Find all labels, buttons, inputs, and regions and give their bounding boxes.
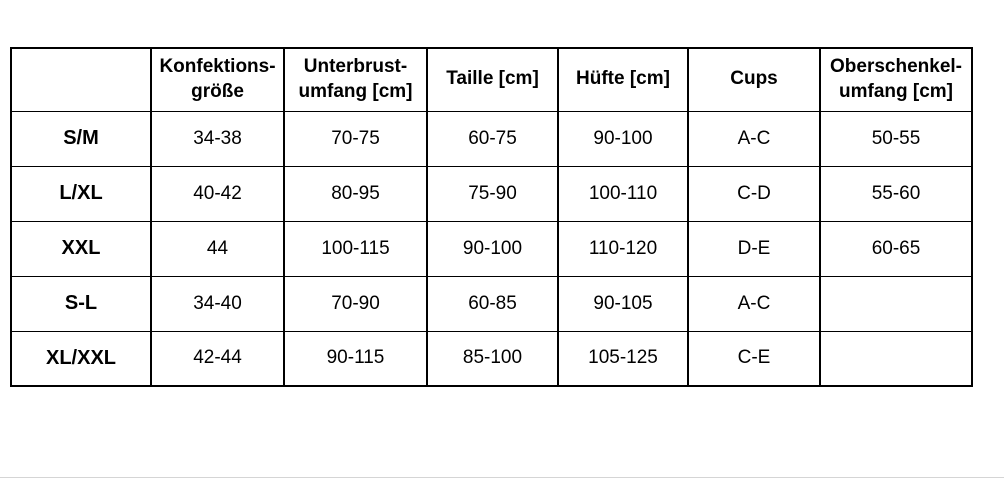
data-cell: [819, 330, 973, 387]
header-cell-oberschenkelumfang: Oberschenkel- umfang [cm]: [819, 47, 973, 112]
data-cell: 105-125: [557, 330, 689, 387]
table-row-sm: S/M 34-38 70-75 60-75 90-100 A-C 50-55: [10, 110, 973, 167]
data-cell: C-E: [687, 330, 821, 387]
header-row: Konfektions- größe Unterbrust- umfang [c…: [10, 47, 973, 112]
data-cell: 90-105: [557, 275, 689, 332]
data-cell: 44: [150, 220, 285, 277]
data-cell: C-D: [687, 165, 821, 222]
data-cell: 60-75: [426, 110, 559, 167]
header-cell-cups: Cups: [687, 47, 821, 112]
data-cell: [819, 275, 973, 332]
data-cell: 70-75: [283, 110, 428, 167]
data-cell: 80-95: [283, 165, 428, 222]
data-cell: 55-60: [819, 165, 973, 222]
data-cell: 34-40: [150, 275, 285, 332]
bottom-divider: [0, 477, 1004, 478]
data-cell: 100-115: [283, 220, 428, 277]
row-label: XXL: [10, 220, 152, 277]
header-cell-huefte: Hüfte [cm]: [557, 47, 689, 112]
size-chart-table: Konfektions- größe Unterbrust- umfang [c…: [10, 47, 973, 387]
data-cell: 50-55: [819, 110, 973, 167]
row-label: S/M: [10, 110, 152, 167]
data-cell: D-E: [687, 220, 821, 277]
data-cell: 90-100: [557, 110, 689, 167]
data-cell: 90-115: [283, 330, 428, 387]
table-row-xlxxl: XL/XXL 42-44 90-115 85-100 105-125 C-E: [10, 330, 973, 387]
data-cell: 40-42: [150, 165, 285, 222]
data-cell: 42-44: [150, 330, 285, 387]
row-label: XL/XXL: [10, 330, 152, 387]
data-cell: 34-38: [150, 110, 285, 167]
row-label: L/XL: [10, 165, 152, 222]
data-cell: 100-110: [557, 165, 689, 222]
data-cell: 85-100: [426, 330, 559, 387]
row-label: S-L: [10, 275, 152, 332]
data-cell: A-C: [687, 110, 821, 167]
data-cell: 75-90: [426, 165, 559, 222]
header-cell-unterbrustumfang: Unterbrust- umfang [cm]: [283, 47, 428, 112]
header-cell-empty: [10, 47, 152, 112]
data-cell: 90-100: [426, 220, 559, 277]
data-cell: 60-85: [426, 275, 559, 332]
data-cell: 70-90: [283, 275, 428, 332]
data-cell: 60-65: [819, 220, 973, 277]
header-cell-taille: Taille [cm]: [426, 47, 559, 112]
table-row-sl: S-L 34-40 70-90 60-85 90-105 A-C: [10, 275, 973, 332]
header-cell-konfektionsgroesse: Konfektions- größe: [150, 47, 285, 112]
table-row-lxl: L/XL 40-42 80-95 75-90 100-110 C-D 55-60: [10, 165, 973, 222]
table-row-xxl: XXL 44 100-115 90-100 110-120 D-E 60-65: [10, 220, 973, 277]
data-cell: 110-120: [557, 220, 689, 277]
data-cell: A-C: [687, 275, 821, 332]
